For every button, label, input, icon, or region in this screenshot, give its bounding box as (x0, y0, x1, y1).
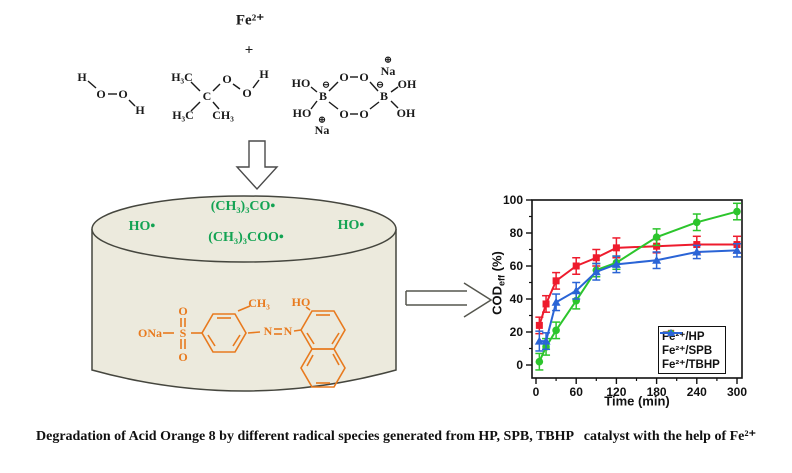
perborate-na-top: Na (380, 64, 396, 78)
marker-square (535, 321, 543, 329)
marker-square (592, 254, 600, 262)
dye-o-top: O (178, 304, 188, 318)
chart-legend: Fe²⁺/HP Fe²⁺/SPB Fe²⁺/TBHP (658, 326, 726, 374)
h2o2-o-right: O (118, 87, 128, 101)
marker-circle (552, 326, 560, 335)
perborate-b-right: B (379, 89, 389, 103)
dye-n1: N (263, 324, 273, 338)
y-tick-label: 80 (510, 226, 524, 240)
marker-triangle (551, 297, 561, 306)
dye-s: S (179, 326, 187, 340)
dye-ho: HO (291, 295, 311, 309)
y-tick-label: 60 (510, 259, 524, 273)
perborate-o-top1: O (339, 70, 349, 84)
marker-triangle (732, 245, 742, 254)
perborate-neg-charge-right: ⊖ (376, 79, 384, 90)
marker-triangle (571, 286, 581, 295)
x-tick-label: 240 (687, 385, 707, 399)
y-tick-label: 40 (510, 292, 524, 306)
marker-square (612, 244, 620, 252)
tbhp-ch3: CH₃ (212, 108, 234, 122)
plus-sign: + (244, 42, 254, 59)
perborate-pos-charge-bottom: ⊕ (318, 114, 326, 125)
right-arrow (405, 282, 493, 318)
perborate-o-bottom2: O (359, 107, 369, 121)
perborate-o-bottom1: O (339, 107, 349, 121)
legend-label: Fe²⁺/TBHP (662, 359, 720, 371)
perborate-b-left: B (318, 89, 328, 103)
perborate-o-top2: O (359, 70, 369, 84)
perborate-neg-charge-left: ⊖ (322, 79, 330, 90)
perborate-na-bottom: Na (314, 123, 330, 137)
y-tick-label: 20 (510, 325, 524, 339)
perborate-oh-bottomright: OH (396, 106, 416, 120)
marker-triangle (591, 267, 601, 276)
tbhp-h3c-bottom: H₃C (172, 108, 194, 122)
perborate-ho-bottomleft: HO (292, 106, 312, 120)
y-axis-label: CODeff (%) (489, 251, 507, 315)
dye-ona: ONa (138, 326, 162, 340)
marker-square (542, 300, 550, 308)
x-tick-label: 300 (727, 385, 747, 399)
marker-triangle (666, 328, 676, 337)
marker-square (552, 277, 560, 285)
marker-triangle (534, 336, 544, 345)
acid-orange-8-skeleton (163, 305, 346, 388)
legend-marker (660, 328, 682, 337)
marker-circle (535, 357, 544, 366)
perborate-oh-topright: OH (397, 77, 417, 91)
legend-item-1: Fe²⁺/SPB (660, 329, 720, 357)
x-tick-label: 180 (647, 385, 667, 399)
tbhp-o1: O (222, 72, 232, 86)
h2o2-h-bottom: H (135, 103, 145, 117)
tbhp-bonds (190, 79, 260, 112)
down-arrow (235, 140, 279, 191)
series-line (538, 243, 737, 326)
marker-circle (652, 233, 661, 241)
dye-ch3: CH₃ (248, 296, 270, 310)
perborate-ho-topleft: HO (291, 76, 311, 90)
x-tick-label: 60 (570, 385, 584, 399)
marker-circle (733, 207, 741, 216)
marker-triangle (541, 336, 551, 345)
marker-square (572, 262, 580, 270)
h2o2-h-top: H (77, 70, 87, 84)
tbhp-h: H (259, 67, 269, 81)
x-tick-label: 0 (533, 385, 540, 399)
x-tick-label: 120 (606, 385, 626, 399)
tbhp-h3c-top: H₃C (171, 70, 193, 84)
marker-triangle (692, 247, 702, 256)
dye-o-bottom: O (178, 350, 188, 364)
marker-square (653, 242, 661, 250)
figure-caption: Degradation of Acid Orange 8 by differen… (36, 429, 756, 444)
legend-item-2: Fe²⁺/TBHP (660, 328, 720, 371)
perborate-bonds (310, 76, 399, 115)
y-tick-label: 100 (503, 193, 523, 207)
legend-label: Fe²⁺/SPB (662, 345, 713, 357)
tbhp-c: C (202, 89, 212, 103)
catalyst-label: Fe²⁺ (235, 12, 265, 29)
marker-circle (693, 218, 701, 227)
radical-ho-right: HO• (337, 218, 365, 233)
marker-triangle (611, 259, 621, 268)
x-axis-label: Time (min) (604, 393, 670, 409)
h2o2-bonds (87, 80, 136, 107)
radical-ho-left: HO• (128, 219, 156, 234)
radical-tert-butylperoxyl: (CH₃)₃COO• (208, 230, 284, 245)
dye-n2: N (283, 324, 293, 338)
marker-triangle (652, 255, 662, 264)
perborate-pos-charge-top: ⊕ (384, 54, 392, 65)
radical-tert-butoxyl: (CH₃)₃CO• (210, 199, 276, 214)
reactor-cylinder (91, 195, 397, 392)
tbhp-o2: O (242, 86, 252, 100)
y-tick-label: 0 (516, 358, 523, 372)
h2o2-o-left: O (96, 87, 106, 101)
marker-square (693, 241, 701, 249)
series-2 (534, 242, 742, 352)
